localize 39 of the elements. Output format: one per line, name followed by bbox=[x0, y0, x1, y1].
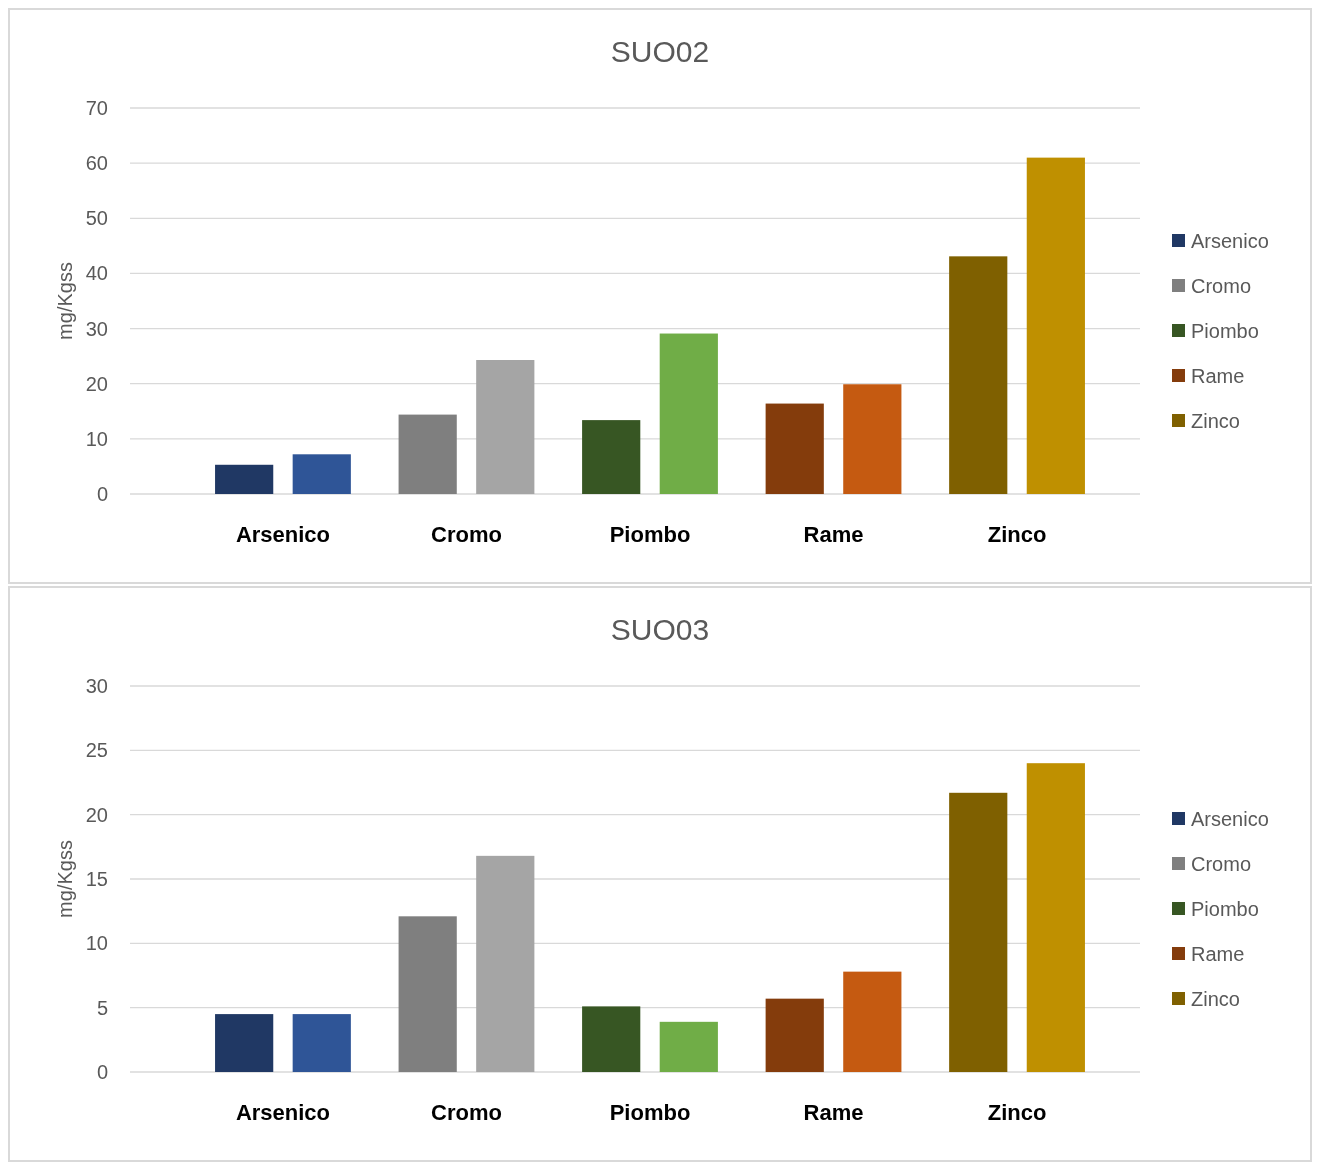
y-tick-label: 0 bbox=[96, 1061, 108, 1083]
x-tick-label: Cromo bbox=[431, 1100, 502, 1125]
legend-label: Arsenico bbox=[1191, 808, 1269, 830]
y-tick-label: 30 bbox=[85, 317, 108, 340]
legend-label: Zinco bbox=[1191, 988, 1240, 1010]
y-tick-label: 25 bbox=[85, 739, 108, 762]
y-tick-label: 40 bbox=[85, 262, 108, 285]
x-tick-label: Arsenico bbox=[235, 1100, 331, 1125]
x-tick-label: Piombo bbox=[609, 522, 691, 547]
y-tick-label: 5 bbox=[96, 996, 108, 1019]
y-axis-title: mg/Kgss bbox=[54, 840, 76, 918]
legend-label: Cromo bbox=[1191, 853, 1252, 875]
x-tick-label: Piombo bbox=[609, 1100, 691, 1125]
y-tick-label: 20 bbox=[85, 372, 108, 395]
y-tick-label: 0 bbox=[96, 483, 108, 505]
x-tick-label: Rame bbox=[803, 1100, 864, 1125]
legend-label: Zinco bbox=[1191, 410, 1240, 432]
chart-title: SUO03 bbox=[610, 613, 710, 646]
y-tick-label: 20 bbox=[85, 803, 108, 826]
legend-label: Piombo bbox=[1191, 320, 1259, 342]
y-tick-label: 70 bbox=[85, 97, 108, 119]
x-tick-label: Arsenico bbox=[235, 522, 331, 547]
x-tick-label: Zinco bbox=[987, 522, 1047, 547]
y-tick-label: 10 bbox=[85, 427, 108, 450]
y-tick-label: 30 bbox=[85, 675, 108, 697]
legend-label: Rame bbox=[1191, 943, 1245, 965]
x-tick-label: Rame bbox=[803, 522, 864, 547]
x-tick-label: Cromo bbox=[431, 522, 502, 547]
y-tick-label: 10 bbox=[85, 932, 108, 955]
legend-label: Piombo bbox=[1191, 898, 1259, 920]
legend-label: Cromo bbox=[1191, 275, 1252, 297]
legend-label: Rame bbox=[1191, 365, 1245, 387]
y-axis-title: mg/Kgss bbox=[54, 262, 76, 340]
y-tick-label: 15 bbox=[85, 868, 108, 890]
y-tick-label: 50 bbox=[85, 207, 108, 230]
legend-label: Arsenico bbox=[1191, 230, 1269, 252]
chart-title: SUO02 bbox=[610, 35, 710, 68]
x-tick-label: Zinco bbox=[987, 1100, 1047, 1125]
y-tick-label: 60 bbox=[85, 152, 108, 175]
